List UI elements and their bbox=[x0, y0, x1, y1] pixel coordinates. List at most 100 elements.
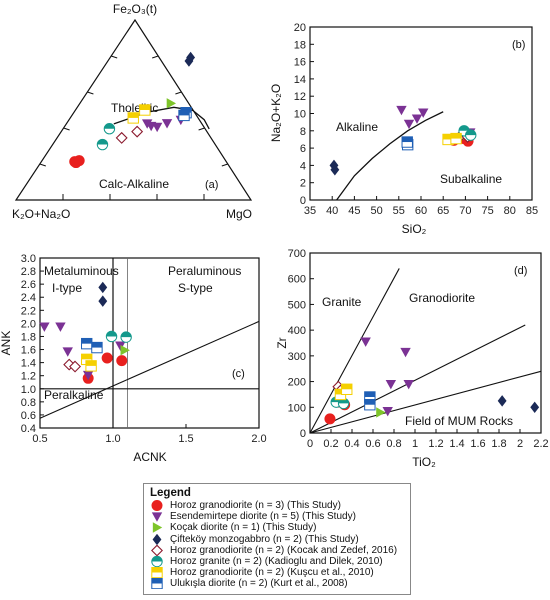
b-xtick-label-0: 35 bbox=[304, 205, 316, 217]
d-xtick-label-11: 2.2 bbox=[533, 438, 548, 450]
c-point-s1-3 bbox=[82, 370, 94, 381]
a-point-s5-0 bbox=[96, 138, 109, 151]
d-point-s3-0 bbox=[497, 395, 507, 407]
panel-label-a: (a) bbox=[205, 179, 218, 191]
panel-label-b: (b) bbox=[512, 39, 525, 51]
legend-label: Horoz granodiorite (n = 3) (This Study) bbox=[170, 500, 341, 512]
legend-marker-shape-4 bbox=[151, 544, 163, 556]
ternary-tick-right-3 bbox=[221, 163, 228, 167]
panel-d-points bbox=[324, 337, 540, 425]
legend-entries: Horoz granodiorite (n = 3) (This Study) E… bbox=[150, 500, 404, 590]
d-boundary-line-2 bbox=[309, 370, 542, 434]
d-xtick-label-8: 1.6 bbox=[470, 438, 485, 450]
a-point-s1-3 bbox=[161, 119, 173, 129]
a-point-s2-0 bbox=[166, 98, 177, 109]
b-ytick-label-3: 6 bbox=[300, 143, 306, 155]
b-xtick-label-8: 75 bbox=[481, 205, 493, 217]
b-point-s5-1 bbox=[465, 129, 477, 141]
c-ytick-label-10: 2.4 bbox=[21, 292, 36, 304]
b-point-s1-0 bbox=[396, 105, 407, 116]
d-point-s1-4 bbox=[382, 406, 393, 417]
c-ytick-label-4: 1.2 bbox=[21, 371, 36, 383]
legend-entry: Ulukışla diorite (n = 2) (Kurt et al., 2… bbox=[150, 578, 404, 590]
panel-c-points bbox=[39, 281, 132, 384]
legend-label: Horoz granodiorite (n = 2) (Kocak and Ze… bbox=[170, 544, 398, 556]
d-point-s1-1 bbox=[400, 347, 411, 358]
c-ytick-label-3: 1.0 bbox=[21, 384, 36, 396]
legend-marker-shape-2 bbox=[152, 522, 163, 534]
ternary-tick-right-2 bbox=[198, 127, 205, 131]
c-ytick-label-9: 2.2 bbox=[21, 305, 36, 317]
b-ytick-label-5: 10 bbox=[294, 109, 306, 121]
d-point-s1-3 bbox=[385, 379, 397, 390]
c-point-s3-0 bbox=[98, 281, 108, 294]
field-label-granodiorite: Granodiorite bbox=[409, 291, 475, 305]
d-point-s7-1 bbox=[364, 399, 376, 411]
b-point-s1-2 bbox=[411, 114, 423, 124]
d-xtick-label-4: 0.8 bbox=[386, 438, 401, 450]
legend-marker-tri-right bbox=[152, 522, 163, 534]
legend-marker-diamond bbox=[152, 533, 162, 545]
a-point-s1-2 bbox=[151, 122, 163, 133]
c-point-s5-1 bbox=[120, 331, 132, 343]
alkaline-subalkaline-boundary bbox=[336, 111, 444, 201]
c-ytick-label-7: 1.8 bbox=[21, 331, 36, 343]
c-ytick-label-0: 0.4 bbox=[21, 423, 36, 435]
panel-a-points bbox=[69, 51, 196, 169]
c-ytick-label-8: 2.0 bbox=[21, 318, 36, 330]
panel-c-boundaries bbox=[39, 258, 260, 428]
c-xtick-label-1: 1.0 bbox=[105, 433, 120, 445]
b-point-s3-1 bbox=[330, 164, 340, 176]
y-axis-label-d: Zr bbox=[275, 337, 289, 348]
y-axis-label-b: Na₂O+K₂O bbox=[269, 84, 283, 142]
b-point-s6-1 bbox=[450, 132, 462, 145]
c-point-s6-1 bbox=[85, 360, 97, 372]
c-point-s0-1 bbox=[101, 352, 113, 364]
field-label-metaluminous: Metaluminous bbox=[44, 264, 119, 278]
legend-entry: Horoz granodiorite (n = 2) (Kuşcu et al.… bbox=[150, 567, 404, 579]
legend-label: Ulukışla diorite (n = 2) (Kurt et al., 2… bbox=[170, 578, 348, 590]
legend-entry: Esendemirtepe diorite (n = 5) (This Stud… bbox=[150, 511, 404, 522]
d-xtick-label-3: 0.6 bbox=[365, 438, 380, 450]
b-ytick-label-8: 16 bbox=[294, 57, 306, 69]
field-label-granite: Granite bbox=[322, 295, 362, 309]
figure-canvas: Fe₂O₃(t) K₂O+Na₂O MgO Tholeiitic Calc-Al… bbox=[0, 2, 549, 469]
c-ytick-label-6: 1.6 bbox=[21, 345, 36, 357]
b-xtick-label-5: 60 bbox=[415, 205, 427, 217]
ternary-tick-right-0 bbox=[152, 55, 159, 59]
b-point-s7-1 bbox=[401, 136, 413, 148]
panel-d-axes: 0 0.2 0.4 0.6 0.8 1 1.2 1.4 1.6 1.8 2 2.2 0 100 200 300… bbox=[288, 248, 549, 450]
d-point-s6-1 bbox=[341, 383, 353, 395]
legend-marker-square-half bbox=[151, 567, 163, 579]
b-ytick-label-1: 2 bbox=[300, 178, 306, 190]
c-ytick-label-1: 0.6 bbox=[21, 410, 36, 422]
plot-frame-c bbox=[39, 257, 260, 429]
panel-b-points bbox=[329, 105, 477, 176]
b-ytick-label-7: 14 bbox=[294, 74, 306, 86]
b-xtick-label-2: 45 bbox=[348, 205, 360, 217]
panel-b-tas: 35 40 45 50 55 60 65 70 75 80 8502468101214161820 … bbox=[269, 22, 538, 236]
c-point-s7-1 bbox=[91, 341, 103, 354]
d-ytick-label-4: 400 bbox=[288, 325, 306, 337]
d-point-s1-2 bbox=[403, 379, 414, 390]
legend-marker-shape-7 bbox=[151, 578, 163, 590]
d-xtick-label-0: 0 bbox=[307, 438, 313, 450]
panel-c-axes: 0.5 1.0 1.5 2.00.40.60.81.01.21.41.61.82.02… bbox=[21, 253, 267, 445]
d-xtick-label-9: 1.8 bbox=[491, 438, 506, 450]
d-ytick-label-7: 700 bbox=[288, 248, 306, 260]
d-xtick-label-10: 2 bbox=[517, 438, 523, 450]
ternary-tick-left-0 bbox=[111, 55, 118, 59]
a-point-s4-0 bbox=[115, 131, 128, 144]
panel-c-ank-acnk: 0.5 1.0 1.5 2.00.40.60.81.01.21.41.61.82.02… bbox=[0, 253, 267, 464]
field-label-alkaline: Alkaline bbox=[336, 120, 378, 134]
c-xtick-label-0: 0.5 bbox=[32, 433, 47, 445]
legend-marker-shape-1 bbox=[151, 512, 163, 522]
b-ytick-label-9: 18 bbox=[294, 39, 306, 51]
panel-d-boundaries bbox=[309, 268, 542, 434]
c-ytick-label-2: 0.8 bbox=[21, 397, 36, 409]
c-point-s1-1 bbox=[55, 322, 66, 332]
a-point-s6-1 bbox=[127, 112, 139, 124]
legend-marker-diamond-open bbox=[151, 544, 163, 556]
x-axis-label-b: SiO₂ bbox=[402, 222, 427, 236]
legend-entry: Çifteköy monzogabbro (n = 2) (This Study… bbox=[150, 533, 404, 545]
